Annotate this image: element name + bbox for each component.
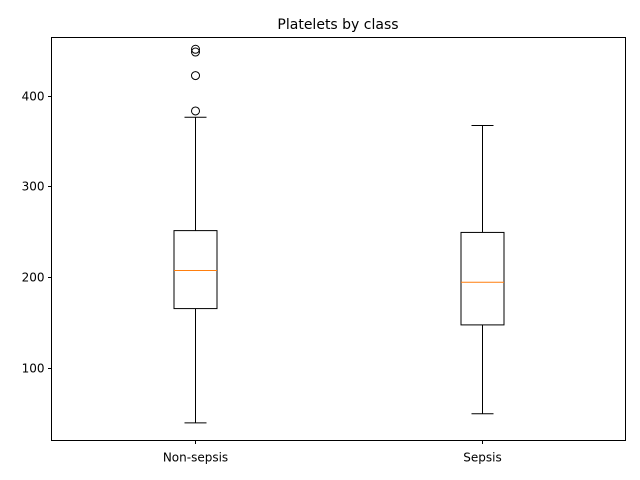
plot-area [51, 37, 626, 441]
x-tick-label: Non-sepsis [163, 451, 228, 465]
box-iqr [460, 231, 505, 326]
box-sepsis [460, 124, 505, 415]
outlier-point [191, 106, 200, 116]
outlier-point [191, 44, 200, 54]
y-tick-label: 400 [22, 90, 45, 104]
box-non-sepsis [173, 44, 218, 424]
outlier-point [191, 47, 200, 57]
y-axis: 100 200 300 400 [22, 90, 52, 376]
boxes [173, 44, 505, 424]
outlier-point [191, 71, 200, 81]
x-axis: Non-sepsis Sepsis [163, 440, 502, 465]
y-tick-label: 100 [22, 362, 45, 376]
x-tick-label: Sepsis [463, 451, 501, 465]
box-iqr [173, 230, 218, 310]
y-tick-label: 200 [22, 271, 45, 285]
y-tick-label: 300 [22, 180, 45, 194]
chart-title: Platelets by class [277, 17, 398, 33]
